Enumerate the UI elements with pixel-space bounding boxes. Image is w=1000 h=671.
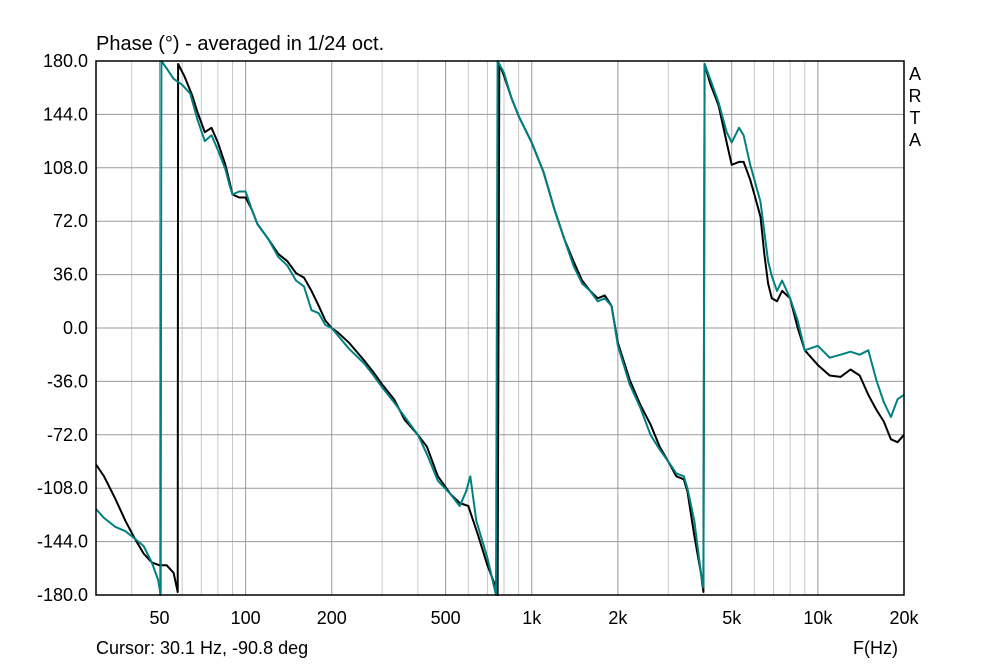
x-tick-label: 100 xyxy=(231,608,261,628)
plot-frame xyxy=(95,60,905,596)
x-tick-label: 2k xyxy=(608,608,628,628)
series-line-1 xyxy=(95,63,905,596)
y-tick-label: 36.0 xyxy=(53,265,88,285)
y-tick-label: -36.0 xyxy=(47,371,88,391)
cursor-readout: Cursor: 30.1 Hz, -90.8 deg xyxy=(96,638,308,658)
y-tick-label: 180.0 xyxy=(43,51,88,71)
x-tick-label: 500 xyxy=(431,608,461,628)
series-line-2 xyxy=(95,60,905,596)
y-tick-labels: 180.0 144.0 108.0 72.0 36.0 0.0 -36.0 -72.0 -108… xyxy=(37,51,88,605)
y-tick-label: -108.0 xyxy=(37,478,88,498)
x-tick-label: 10k xyxy=(803,608,833,628)
y-tick-label: 72.0 xyxy=(53,211,88,231)
x-tick-label: 200 xyxy=(317,608,347,628)
watermark-letter: T xyxy=(910,108,921,128)
y-tick-label: -144.0 xyxy=(37,532,88,552)
x-tick-labels: 50 100 200 500 1k 2k 5k 10k 20k xyxy=(149,608,919,628)
y-tick-label: -180.0 xyxy=(37,585,88,605)
watermark-letter: R xyxy=(909,86,922,106)
x-tick-label: 20k xyxy=(889,608,919,628)
y-tick-label: 0.0 xyxy=(63,318,88,338)
y-tick-label: -72.0 xyxy=(47,425,88,445)
chart-title: Phase (°) - averaged in 1/24 oct. xyxy=(96,33,384,55)
x-tick-label: 50 xyxy=(149,608,169,628)
y-tick-label: 144.0 xyxy=(43,104,88,124)
x-axis-label: F(Hz) xyxy=(853,638,898,658)
series-layer xyxy=(95,60,905,596)
grid-layer xyxy=(96,61,904,595)
watermark-letter: A xyxy=(909,64,921,84)
y-tick-label: 108.0 xyxy=(43,158,88,178)
watermark-letter: A xyxy=(909,130,921,150)
x-tick-label: 1k xyxy=(522,608,542,628)
x-tick-label: 5k xyxy=(722,608,742,628)
